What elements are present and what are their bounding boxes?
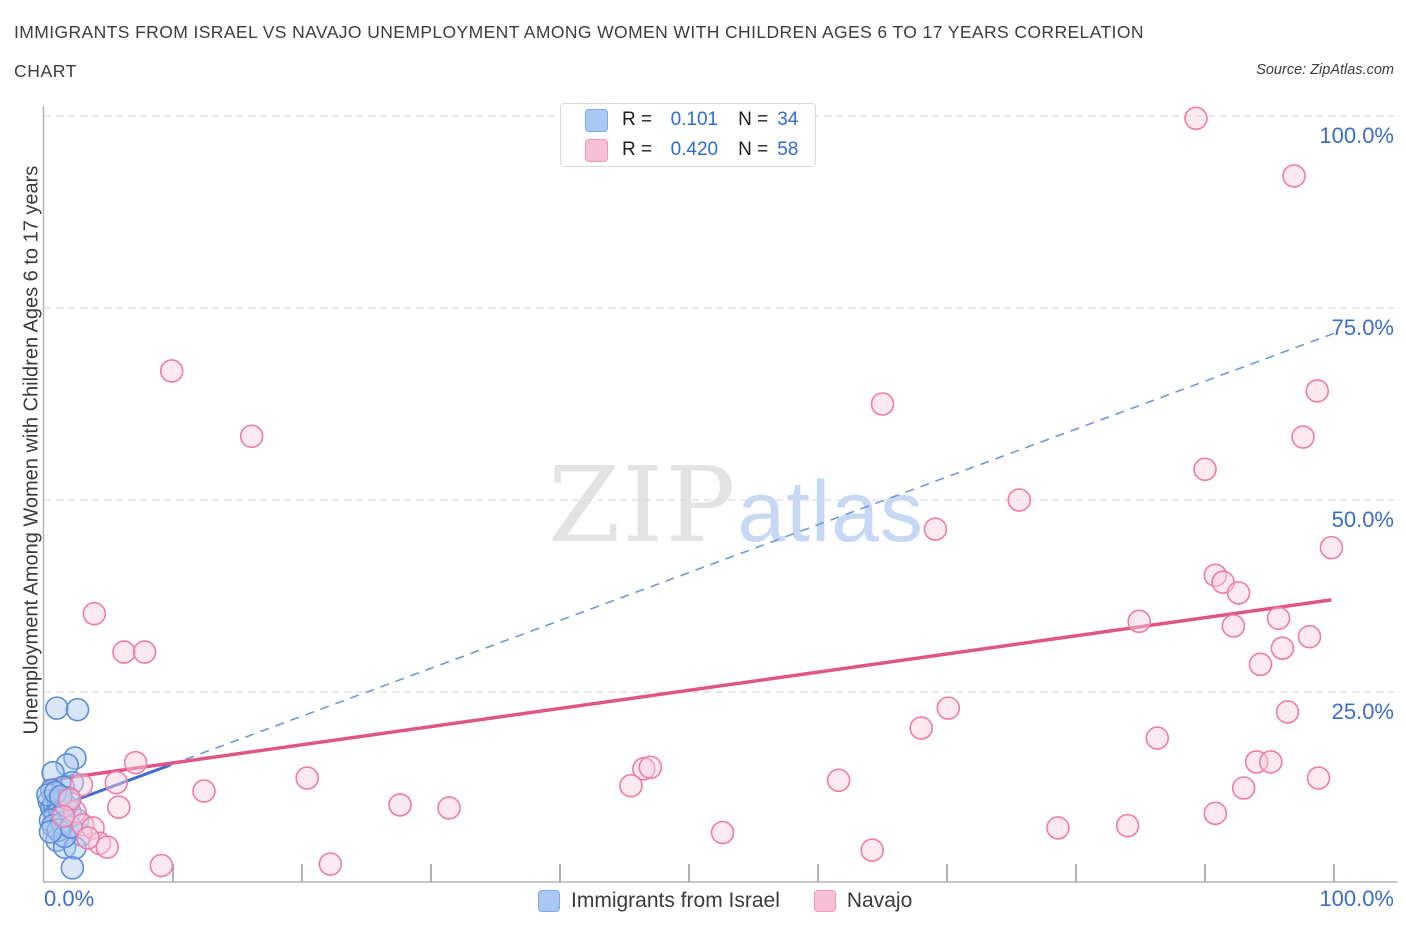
- scatter-point-Navajo[interactable]: [923, 517, 948, 541]
- scatter-point-Navajo[interactable]: [82, 601, 107, 626]
- scatter-point-Navajo[interactable]: [1305, 379, 1330, 403]
- scatter-point-Navajo[interactable]: [710, 820, 735, 845]
- scatter-point-Navajo[interactable]: [437, 796, 461, 820]
- legend-item-navajo[interactable]: Navajo: [813, 889, 913, 913]
- scatter-point-Navajo[interactable]: [1184, 106, 1208, 131]
- scatter-point-Navajo[interactable]: [295, 766, 319, 790]
- trend-line-dashed-Immigrants from Israel: [170, 332, 1335, 766]
- watermark: ZIPatlas: [548, 444, 924, 566]
- watermark-zip: ZIP: [548, 444, 738, 566]
- r-label: R =: [622, 139, 653, 160]
- scatter-point-Navajo[interactable]: [123, 750, 148, 775]
- scatter-point-Navajo[interactable]: [388, 793, 412, 817]
- legend-row-navajo: R = 0.420 N = 58: [561, 137, 815, 163]
- scatter-point-Immigrants from Israel[interactable]: [45, 696, 69, 720]
- legend-item-israel[interactable]: Immigrants from Israel: [538, 889, 780, 913]
- scatter-point-Navajo[interactable]: [239, 424, 264, 449]
- scatter-point-Navajo[interactable]: [619, 773, 643, 798]
- n-value: 34: [777, 109, 799, 130]
- scatter-point-Navajo[interactable]: [159, 359, 184, 383]
- legend-swatch-blue: [585, 108, 608, 132]
- scatter-point-Immigrants from Israel[interactable]: [48, 784, 73, 809]
- scatter-point-Navajo[interactable]: [638, 755, 663, 780]
- scatter-point-Navajo[interactable]: [1270, 636, 1295, 661]
- r-value: 0.420: [670, 139, 719, 160]
- scatter-point-Navajo[interactable]: [1248, 652, 1273, 677]
- scatter-point-Navajo[interactable]: [1046, 816, 1070, 840]
- page-title: IMMIGRANTS FROM ISRAEL VS NAVAJO UNEMPLO…: [14, 22, 1144, 42]
- scatter-point-Navajo[interactable]: [76, 826, 100, 850]
- scatter-point-Immigrants from Israel[interactable]: [55, 753, 80, 777]
- scatter-point-Immigrants from Israel[interactable]: [38, 819, 63, 844]
- scatter-point-Navajo[interactable]: [1145, 726, 1170, 750]
- scatter-point-Navajo[interactable]: [1282, 164, 1306, 188]
- scatter-point-Navajo[interactable]: [1291, 425, 1315, 449]
- y-tick-label-100: 100.0%: [1319, 123, 1394, 148]
- scatter-point-Navajo[interactable]: [870, 392, 895, 416]
- x-tick-label-100: 100.0%: [1319, 886, 1394, 911]
- correlation-legend: R = 0.101 N = 34 R = 0.420 N = 58: [560, 103, 816, 167]
- scatter-point-Navajo[interactable]: [192, 779, 216, 803]
- scatter-point-Navajo[interactable]: [909, 716, 934, 740]
- scatter-point-Navajo[interactable]: [1266, 606, 1291, 631]
- x-tick-label-0: 0.0%: [44, 886, 95, 911]
- scatter-point-Navajo[interactable]: [1275, 700, 1300, 724]
- scatter-point-Navajo[interactable]: [149, 853, 174, 878]
- scatter-point-Navajo[interactable]: [1203, 801, 1228, 826]
- y-tick-label-75: 75.0%: [1331, 315, 1394, 340]
- y-tick-label-50: 50.0%: [1331, 507, 1394, 532]
- scatter-point-Navajo[interactable]: [1258, 750, 1283, 774]
- scatter-point-Navajo[interactable]: [1115, 813, 1140, 838]
- r-value: 0.101: [670, 109, 719, 130]
- legend-item-swatch-blue: [538, 890, 560, 912]
- scatter-point-Navajo[interactable]: [112, 640, 136, 664]
- scatter-point-Navajo[interactable]: [63, 800, 87, 824]
- scatter-point-Navajo[interactable]: [1127, 609, 1152, 634]
- source-link[interactable]: Source: ZipAtlas.com: [1256, 62, 1394, 78]
- legend-item-swatch-pink: [813, 890, 836, 912]
- scatter-point-Navajo[interactable]: [107, 795, 131, 820]
- scatter-point-Navajo[interactable]: [1319, 535, 1344, 560]
- scatter-point-Navajo[interactable]: [1297, 624, 1322, 649]
- scatter-point-Navajo[interactable]: [132, 640, 157, 664]
- scatter-point-Navajo[interactable]: [318, 852, 343, 876]
- scatter-point-Navajo[interactable]: [826, 768, 851, 793]
- scatter-point-Navajo[interactable]: [860, 838, 884, 863]
- scatter-point-Navajo[interactable]: [1226, 581, 1251, 605]
- n-label: N =: [738, 139, 769, 160]
- scatter-point-Navajo[interactable]: [51, 804, 76, 829]
- scatter-point-Navajo[interactable]: [104, 770, 129, 795]
- scatter-point-Navajo[interactable]: [95, 835, 120, 859]
- y-tick-label-25: 25.0%: [1331, 699, 1394, 724]
- scatter-point-Navajo[interactable]: [1193, 457, 1217, 482]
- scatter-point-Navajo[interactable]: [1007, 488, 1032, 512]
- legend-row-israel: R = 0.101 N = 34: [561, 107, 815, 133]
- scatter-point-Immigrants from Israel[interactable]: [60, 856, 85, 880]
- series-legend: Immigrants from Israel Navajo: [538, 889, 912, 913]
- trend-line-Navajo: [43, 598, 1332, 783]
- legend-item-label: Navajo: [846, 889, 913, 912]
- n-label: N =: [738, 109, 769, 130]
- legend-swatch-pink: [585, 138, 608, 162]
- scatter-point-Navajo[interactable]: [936, 696, 961, 720]
- r-label: R =: [622, 109, 653, 130]
- scatter-point-Navajo[interactable]: [1306, 766, 1331, 790]
- scatter-point-Immigrants from Israel[interactable]: [65, 697, 90, 722]
- watermark-atlas: atlas: [737, 464, 924, 560]
- scatter-point-Navajo[interactable]: [1221, 614, 1246, 638]
- legend-item-label: Immigrants from Israel: [571, 889, 780, 912]
- page-subtitle: CHART: [14, 61, 77, 81]
- n-value: 58: [777, 139, 799, 160]
- scatter-point-Navajo[interactable]: [1231, 776, 1256, 800]
